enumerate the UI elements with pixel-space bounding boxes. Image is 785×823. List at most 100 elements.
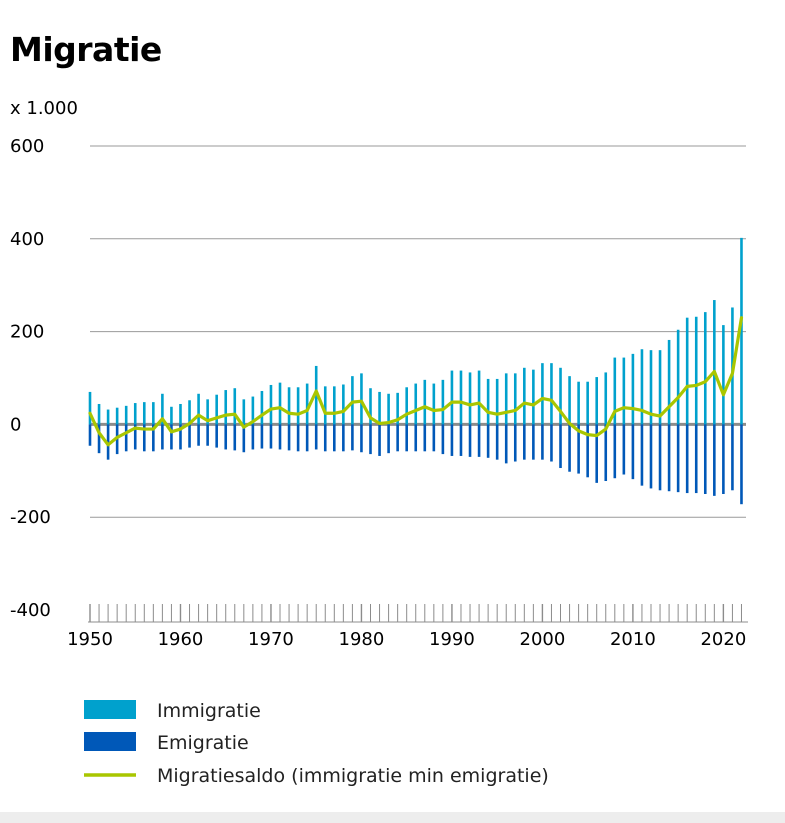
- bar-emigratie-1984: [396, 424, 399, 452]
- bar-immigratie-1985: [405, 387, 408, 425]
- x-axis: 1950 1960 1970 1980 1990 2000 2010 2020: [67, 604, 748, 650]
- bar-immigratie-2011: [640, 349, 644, 425]
- bar-immigratie-1993: [477, 370, 481, 425]
- bar-immigratie-2002: [559, 367, 562, 425]
- y-tick-label--200: -200: [10, 507, 51, 528]
- bar-emigratie-1986: [414, 424, 418, 452]
- bar-immigratie-1990: [450, 370, 454, 425]
- bar-immigratie-1954: [124, 405, 128, 425]
- bar-emigratie-2021: [731, 424, 734, 491]
- legend-label-emigratie: Emigratie: [157, 732, 249, 754]
- bar-immigratie-1961: [188, 400, 191, 425]
- bar-immigratie-1952: [106, 409, 110, 425]
- bar-immigratie-1963: [206, 399, 209, 425]
- bar-immigratie-1969: [260, 390, 264, 425]
- y-tick-label-200: 200: [10, 322, 44, 343]
- legend: Immigratie Emigratie Migratiesaldo (immigr…: [84, 700, 549, 787]
- bar-immigratie-2010: [631, 353, 635, 425]
- bar-emigratie-2010: [631, 424, 635, 480]
- bar-emigratie-1989: [441, 424, 445, 455]
- bar-immigratie-1981: [369, 388, 372, 425]
- bar-emigratie-1963: [206, 424, 209, 446]
- bar-emigratie-2014: [667, 424, 671, 492]
- bottom-band: [0, 812, 785, 823]
- bar-emigratie-2019: [713, 424, 716, 496]
- bars: [88, 237, 743, 505]
- bar-emigratie-1992: [468, 424, 472, 457]
- bar-immigratie-1980: [360, 373, 363, 425]
- bar-immigratie-2009: [622, 357, 626, 425]
- bar-emigratie-1990: [450, 424, 454, 456]
- bar-immigratie-1995: [495, 378, 499, 425]
- bar-emigratie-2001: [550, 424, 553, 462]
- bar-emigratie-1979: [351, 424, 354, 451]
- bar-immigratie-1991: [459, 370, 463, 425]
- legend-label-immigratie: Immigratie: [157, 700, 261, 722]
- bar-emigratie-1997: [513, 424, 517, 462]
- bar-emigratie-2008: [613, 424, 617, 479]
- bar-emigratie-2022: [740, 424, 743, 505]
- legend-swatch-immigratie: [84, 700, 136, 719]
- bar-immigratie-1984: [396, 392, 399, 425]
- x-tick-label-1990: 1990: [429, 629, 475, 650]
- bar-emigratie-1995: [495, 424, 499, 460]
- bar-emigratie-2015: [676, 424, 680, 493]
- bar-immigratie-1955: [133, 403, 137, 425]
- bar-immigratie-1996: [504, 373, 508, 425]
- bar-immigratie-1951: [97, 403, 101, 425]
- bar-immigratie-2003: [568, 376, 571, 425]
- bar-emigratie-1969: [260, 424, 264, 449]
- y-tick-label-0: 0: [10, 414, 21, 435]
- bar-emigratie-1996: [504, 424, 508, 464]
- bar-emigratie-1954: [124, 424, 128, 452]
- bar-emigratie-1983: [387, 424, 390, 454]
- bar-emigratie-1970: [269, 424, 273, 449]
- bar-immigratie-1960: [179, 403, 182, 425]
- bar-emigratie-2020: [722, 424, 725, 494]
- bar-immigratie-2013: [658, 350, 662, 425]
- bar-emigratie-1950: [88, 424, 92, 446]
- bar-immigratie-2018: [703, 312, 707, 425]
- bar-immigratie-1966: [233, 388, 237, 425]
- bar-emigratie-1977: [333, 424, 336, 452]
- bar-immigratie-1986: [414, 383, 418, 425]
- bar-emigratie-1981: [369, 424, 372, 455]
- bar-immigratie-2017: [694, 316, 698, 425]
- y-axis-labels: -400 -200 0 200 400 600: [10, 136, 51, 621]
- bar-emigratie-1976: [323, 424, 327, 452]
- bar-emigratie-1974: [305, 424, 309, 452]
- y-tick-label-600: 600: [10, 136, 44, 157]
- legend-label-saldo: Migratiesaldo (immigratie min emigratie): [157, 765, 549, 787]
- bar-emigratie-2005: [586, 424, 589, 478]
- bar-immigratie-2001: [550, 363, 553, 425]
- bar-immigratie-1977: [333, 386, 336, 425]
- bar-emigratie-1955: [133, 424, 137, 450]
- bar-immigratie-1982: [378, 391, 381, 425]
- bar-emigratie-1982: [378, 424, 381, 456]
- bar-emigratie-2013: [658, 424, 662, 491]
- legend-swatch-emigratie: [84, 732, 136, 751]
- bar-emigratie-2018: [703, 424, 707, 494]
- bar-immigratie-1978: [342, 384, 345, 425]
- bar-immigratie-2022: [740, 237, 743, 425]
- bar-immigratie-1950: [88, 391, 92, 425]
- bar-emigratie-1962: [197, 424, 200, 446]
- bar-emigratie-1988: [432, 424, 436, 452]
- bar-immigratie-1989: [441, 379, 445, 425]
- x-tick-label-2010: 2010: [610, 629, 656, 650]
- bar-emigratie-1998: [523, 424, 526, 460]
- bar-immigratie-1967: [242, 399, 246, 425]
- bar-emigratie-1967: [242, 424, 246, 453]
- bar-emigratie-1957: [152, 424, 155, 452]
- bar-emigratie-1985: [405, 424, 408, 452]
- bar-immigratie-2005: [586, 381, 589, 425]
- bar-immigratie-1988: [432, 383, 436, 425]
- bar-immigratie-1968: [251, 396, 255, 425]
- bar-immigratie-2012: [649, 350, 653, 425]
- x-tick-label-1980: 1980: [339, 629, 385, 650]
- y-tick-label--400: -400: [10, 600, 51, 621]
- bar-emigratie-1973: [296, 424, 300, 452]
- bar-emigratie-1993: [477, 424, 481, 457]
- bar-emigratie-2002: [559, 424, 562, 469]
- bar-emigratie-1958: [161, 424, 164, 450]
